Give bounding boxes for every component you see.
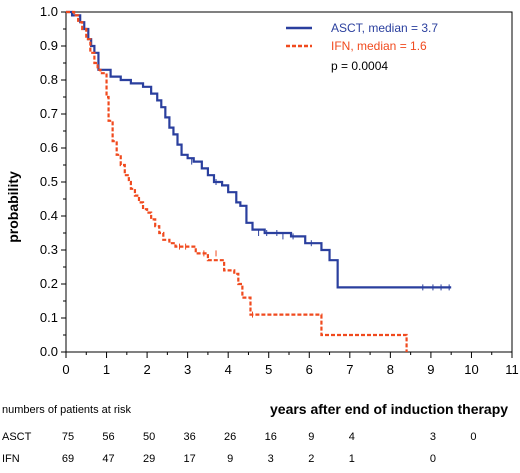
- y-tick-label: 0.4: [40, 208, 58, 223]
- risk-count: 2: [308, 453, 315, 465]
- p-value-annotation: p = 0.0004: [331, 59, 388, 73]
- series-layer: [66, 10, 452, 352]
- y-tick-label: 0.0: [40, 344, 58, 359]
- risk-row-label: ASCT: [2, 431, 32, 443]
- x-axis-label: years after end of induction therapy: [270, 401, 509, 417]
- y-tick-label: 1.0: [40, 4, 58, 19]
- y-axis-label: probability: [5, 171, 21, 243]
- risk-row-label: IFN: [2, 453, 20, 465]
- y-tick-label: 0.9: [40, 38, 58, 53]
- x-tick-label: 11: [505, 362, 519, 377]
- y-tick-label: 0.3: [40, 242, 58, 257]
- risk-count: 0: [429, 453, 436, 465]
- risk-count: 17: [183, 453, 196, 465]
- risk-count: 56: [102, 431, 115, 443]
- x-tick-label: 3: [184, 362, 191, 377]
- risk-count: 50: [142, 431, 156, 443]
- x-tick-label: 2: [143, 362, 150, 377]
- risk-count: 0: [470, 431, 477, 443]
- y-tick-label: 0.1: [40, 310, 58, 325]
- y-tick-label: 0.8: [40, 72, 58, 87]
- legend-label-asct: ASCT, median = 3.7: [331, 21, 438, 35]
- risk-count: 29: [142, 453, 156, 465]
- y-tick-label: 0.5: [40, 174, 58, 189]
- x-tick-label: 8: [387, 362, 394, 377]
- legend: ASCT, median = 3.7 IFN, median = 1.6: [286, 21, 438, 53]
- risk-count: 47: [102, 453, 115, 465]
- risk-count: 9: [227, 453, 234, 465]
- x-tick-label: 7: [346, 362, 353, 377]
- risk-row-ifn: IFN 69 47 29 17 9 3 2 1 0: [0, 453, 520, 469]
- risk-row-asct: ASCT 75 56 50 36 26 16 9 4 3 0: [0, 431, 520, 447]
- series-line-asct: [66, 10, 452, 289]
- risk-count: 26: [224, 431, 237, 443]
- series-line-ifn: [66, 10, 408, 352]
- risk-count: 9: [308, 431, 315, 443]
- risk-count: 3: [267, 453, 274, 465]
- x-tick-label: 5: [265, 362, 272, 377]
- risk-count: 69: [61, 453, 75, 465]
- x-tick-label: 4: [225, 362, 232, 377]
- risk-count: 36: [183, 431, 196, 443]
- legend-label-ifn: IFN, median = 1.6: [331, 39, 427, 53]
- risk-table-title: numbers of patients at risk: [2, 404, 132, 416]
- risk-count: 3: [429, 431, 436, 443]
- x-tick-label: 0: [62, 362, 69, 377]
- x-tick-label: 10: [464, 362, 478, 377]
- x-tick-label: 6: [306, 362, 313, 377]
- x-tick-label: 1: [103, 362, 110, 377]
- risk-count: 1: [348, 453, 355, 465]
- y-tick-label: 0.7: [40, 106, 58, 121]
- y-tick-label: 0.2: [40, 276, 58, 291]
- risk-count: 16: [264, 431, 277, 443]
- kaplan-meier-chart: 0.0 0.1 0.2 0.3 0.4 0.5 0.6 0.7 0.8 0.9 1.0 0 1 2 3 4 5 6…: [5, 4, 519, 377]
- risk-count: 4: [348, 431, 355, 443]
- y-tick-label: 0.6: [40, 140, 58, 155]
- axes: 0.0 0.1 0.2 0.3 0.4 0.5 0.6 0.7 0.8 0.9 1.0 0 1 2 3 4 5 6…: [40, 4, 519, 377]
- plot-frame: [65, 11, 513, 353]
- risk-count: 75: [61, 431, 75, 443]
- x-tick-label: 9: [427, 362, 434, 377]
